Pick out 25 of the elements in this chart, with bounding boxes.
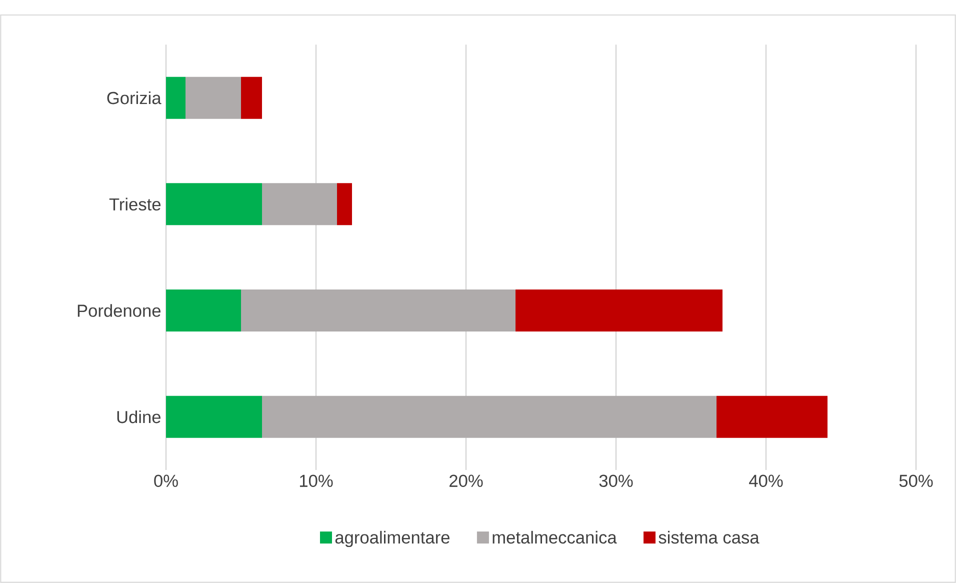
bar xyxy=(337,183,352,226)
x-tick-label: 50% xyxy=(899,474,933,487)
x-tick-label: 30% xyxy=(599,474,633,487)
legend-label: metalmeccanica xyxy=(492,530,617,544)
x-tick-label: 20% xyxy=(450,474,483,487)
y-tick-label: Gorizia xyxy=(107,91,162,104)
bar xyxy=(186,76,242,119)
bar xyxy=(241,290,516,332)
bar xyxy=(166,396,262,438)
bar xyxy=(166,76,186,119)
bar xyxy=(241,76,262,119)
bar xyxy=(262,183,338,226)
bar xyxy=(166,183,262,226)
x-tick-label: 0% xyxy=(154,474,178,487)
y-tick-label: Udine xyxy=(117,410,161,424)
bar xyxy=(516,290,723,332)
bar xyxy=(716,396,828,438)
x-tick-label: 40% xyxy=(749,474,783,487)
y-tick-label: Pordenone xyxy=(78,304,161,317)
bar xyxy=(166,290,242,332)
bar xyxy=(262,396,717,438)
x-tick-label: 10% xyxy=(300,474,333,487)
y-tick-label: Trieste xyxy=(109,198,161,211)
legend-label: sistema casa xyxy=(658,530,760,544)
legend-label: agroalimentare xyxy=(335,530,450,548)
